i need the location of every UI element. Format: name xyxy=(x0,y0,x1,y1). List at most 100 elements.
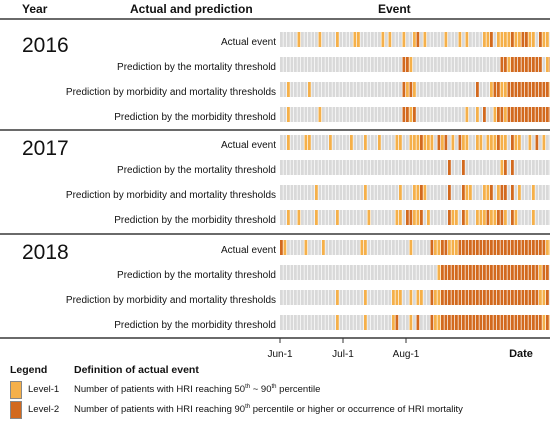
event-cell xyxy=(287,290,290,305)
event-cell xyxy=(332,32,336,47)
event-cell xyxy=(346,32,350,47)
event-cell xyxy=(542,57,546,72)
event-cell xyxy=(423,135,427,150)
event-cell xyxy=(469,210,472,225)
event-cell xyxy=(315,185,318,200)
row-label-2016-actual: Actual event xyxy=(220,37,276,48)
event-cell xyxy=(416,290,420,305)
event-cell xyxy=(427,265,430,280)
event-cell xyxy=(301,107,304,122)
event-cell xyxy=(448,210,451,225)
event-cell xyxy=(416,107,420,122)
event-cell xyxy=(378,240,381,255)
event-cell xyxy=(301,290,304,305)
event-cell xyxy=(315,107,318,122)
row-label-2016-morbidity: Prediction by the morbidity threshold xyxy=(114,112,276,123)
event-cell xyxy=(325,265,329,280)
event-cell xyxy=(311,265,315,280)
event-cell xyxy=(371,240,374,255)
event-cell xyxy=(350,265,353,280)
event-cell xyxy=(497,290,500,305)
row-label-2018-morbidity: Prediction by the morbidity threshold xyxy=(114,320,276,331)
x-axis-label: Date xyxy=(509,348,533,360)
event-cell xyxy=(353,210,357,225)
event-cell xyxy=(336,265,339,280)
event-cell xyxy=(283,32,287,47)
event-cell xyxy=(528,57,532,72)
event-cell xyxy=(528,240,532,255)
event-cell xyxy=(465,290,469,305)
event-cell xyxy=(500,210,504,225)
event-cell xyxy=(315,290,318,305)
event-cell xyxy=(441,240,444,255)
event-cell xyxy=(364,82,367,97)
event-cell xyxy=(385,57,388,72)
event-cell xyxy=(518,265,521,280)
event-cell xyxy=(364,315,367,330)
event-cell xyxy=(364,210,367,225)
event-cell xyxy=(350,290,353,305)
event-cell xyxy=(542,185,546,200)
event-cell xyxy=(504,57,507,72)
event-cell xyxy=(500,315,504,330)
event-cell xyxy=(451,290,455,305)
event-cell xyxy=(528,290,532,305)
event-cell xyxy=(294,57,297,72)
event-cell xyxy=(546,82,549,97)
event-cell xyxy=(539,160,542,175)
event-cell xyxy=(339,210,343,225)
row-label-2018-morbidity-mortality: Prediction by morbidity and mortality th… xyxy=(65,295,276,306)
event-cell xyxy=(318,265,322,280)
event-cell xyxy=(504,135,507,150)
event-cell xyxy=(294,107,297,122)
event-cell xyxy=(332,315,336,330)
event-cell xyxy=(406,185,409,200)
event-cell xyxy=(399,32,402,47)
event-cell xyxy=(493,265,497,280)
event-cell xyxy=(294,265,297,280)
event-cell xyxy=(479,82,483,97)
event-cell xyxy=(353,315,357,330)
event-cell xyxy=(301,315,304,330)
event-cell xyxy=(416,32,420,47)
event-cell xyxy=(525,57,528,72)
event-cell xyxy=(535,185,539,200)
event-cell xyxy=(381,32,385,47)
event-cell xyxy=(294,32,297,47)
event-cell xyxy=(444,82,448,97)
event-cell xyxy=(434,57,437,72)
event-cell xyxy=(427,185,430,200)
event-cell xyxy=(332,82,336,97)
event-cell xyxy=(336,32,339,47)
event-cell xyxy=(399,107,402,122)
event-cell xyxy=(507,265,511,280)
event-cell xyxy=(294,315,297,330)
event-cell xyxy=(297,240,301,255)
event-cell xyxy=(395,240,399,255)
event-cell xyxy=(287,135,290,150)
legend-definition-title: Definition of actual event xyxy=(74,364,199,376)
event-cell xyxy=(360,240,364,255)
event-cell xyxy=(290,290,294,305)
event-cell xyxy=(287,185,290,200)
x-tick-label-aug-1: Aug-1 xyxy=(393,349,420,360)
event-cell xyxy=(518,185,521,200)
event-cell xyxy=(353,135,357,150)
event-cell xyxy=(542,135,546,150)
event-cell xyxy=(378,57,381,72)
separator-top xyxy=(0,18,550,20)
event-cell xyxy=(497,107,500,122)
event-cell xyxy=(420,57,423,72)
event-cell xyxy=(311,57,315,72)
event-cell xyxy=(402,315,406,330)
event-cell xyxy=(332,107,336,122)
event-cell xyxy=(483,185,486,200)
event-cell xyxy=(357,210,360,225)
event-cell xyxy=(500,107,504,122)
event-cell xyxy=(423,57,427,72)
event-cell xyxy=(283,135,287,150)
event-cell xyxy=(542,315,546,330)
event-cell xyxy=(535,82,539,97)
legend-desc-level-2-sup1: th xyxy=(245,404,251,410)
event-cell xyxy=(395,32,399,47)
